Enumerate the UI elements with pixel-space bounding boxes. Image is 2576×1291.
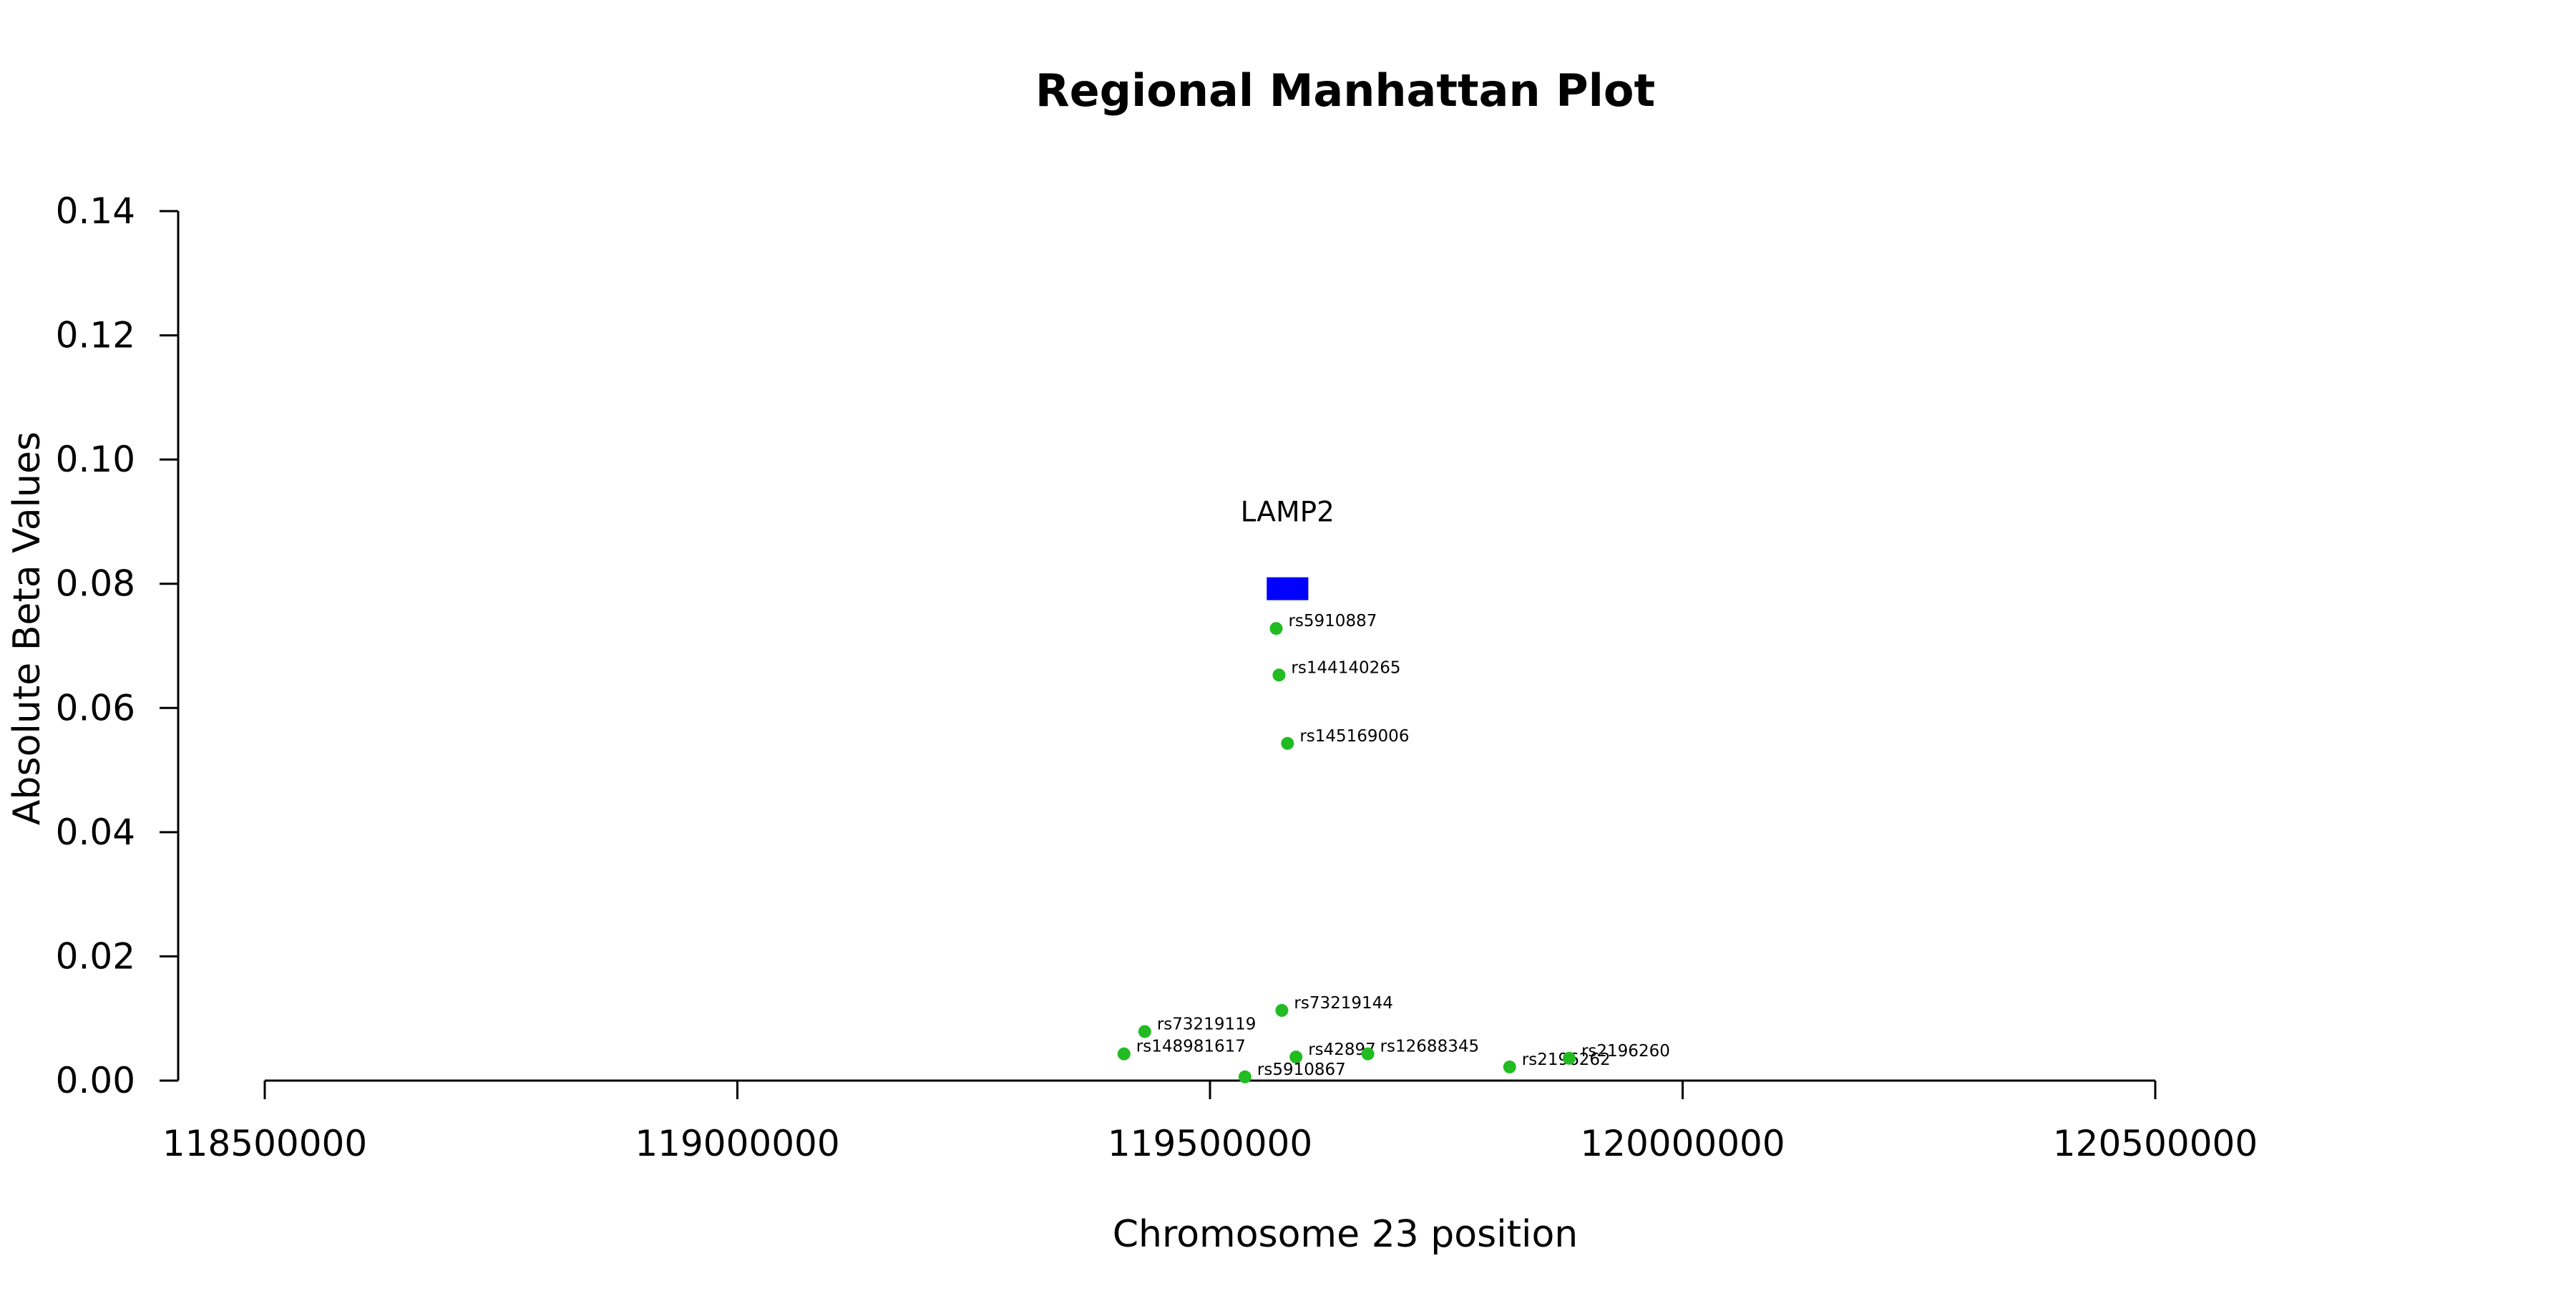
snp-point — [1503, 1060, 1516, 1073]
snp-label: rs5910867 — [1257, 1061, 1346, 1079]
snp-label: rs148981617 — [1136, 1038, 1246, 1056]
x-tick-label: 119500000 — [1108, 1123, 1312, 1164]
chart-title: Regional Manhattan Plot — [1035, 64, 1655, 117]
snp-label: rs12688345 — [1380, 1038, 1480, 1056]
snp-point — [1281, 736, 1294, 750]
axes: 0.00 0.02 0.04 0.06 0.08 0.10 0.12 0.14 11850000… — [56, 190, 2258, 1164]
x-tick-label: 118500000 — [162, 1123, 367, 1164]
snp-point — [1238, 1070, 1252, 1083]
snp-point — [1138, 1025, 1151, 1038]
x-tick-label: 120500000 — [2053, 1123, 2258, 1164]
x-axis-label: Chromosome 23 position — [1113, 1213, 1579, 1256]
snp-point — [1289, 1051, 1303, 1064]
snp-point — [1117, 1047, 1131, 1061]
gene-label: LAMP2 — [1241, 497, 1335, 529]
y-tick-label: 0.12 — [56, 315, 135, 356]
snp-label: rs144140265 — [1291, 658, 1400, 677]
y-tick-label: 0.00 — [56, 1060, 135, 1101]
snp-label: rs73219144 — [1294, 994, 1393, 1013]
snp-label: rs73219119 — [1157, 1015, 1257, 1033]
snp-label: rs145169006 — [1299, 727, 1409, 746]
y-tick-label: 0.08 — [56, 563, 135, 605]
snp-label: rs2196260 — [1581, 1042, 1670, 1061]
snp-point — [1269, 622, 1283, 635]
snp-points: rs5910887 rs144140265 rs145169006 rs7321914… — [1117, 612, 1670, 1083]
x-tick-label: 119000000 — [635, 1123, 839, 1164]
snp-point — [1275, 1003, 1289, 1017]
y-axis-label: Absolute Beta Values — [6, 432, 49, 825]
y-tick-label: 0.10 — [56, 439, 135, 480]
snp-point — [1272, 668, 1286, 682]
y-tick-label: 0.14 — [56, 190, 135, 232]
y-tick-label: 0.06 — [56, 687, 135, 729]
snp-point — [1562, 1051, 1576, 1065]
y-tick-label: 0.02 — [56, 935, 135, 977]
snp-point — [1361, 1047, 1375, 1061]
y-tick-label: 0.04 — [56, 812, 135, 853]
gene-tracks: LAMP2 — [1241, 497, 1335, 600]
x-tick-label: 120000000 — [1580, 1123, 1785, 1164]
snp-label: rs5910887 — [1288, 612, 1377, 630]
gene-bar — [1267, 577, 1309, 600]
